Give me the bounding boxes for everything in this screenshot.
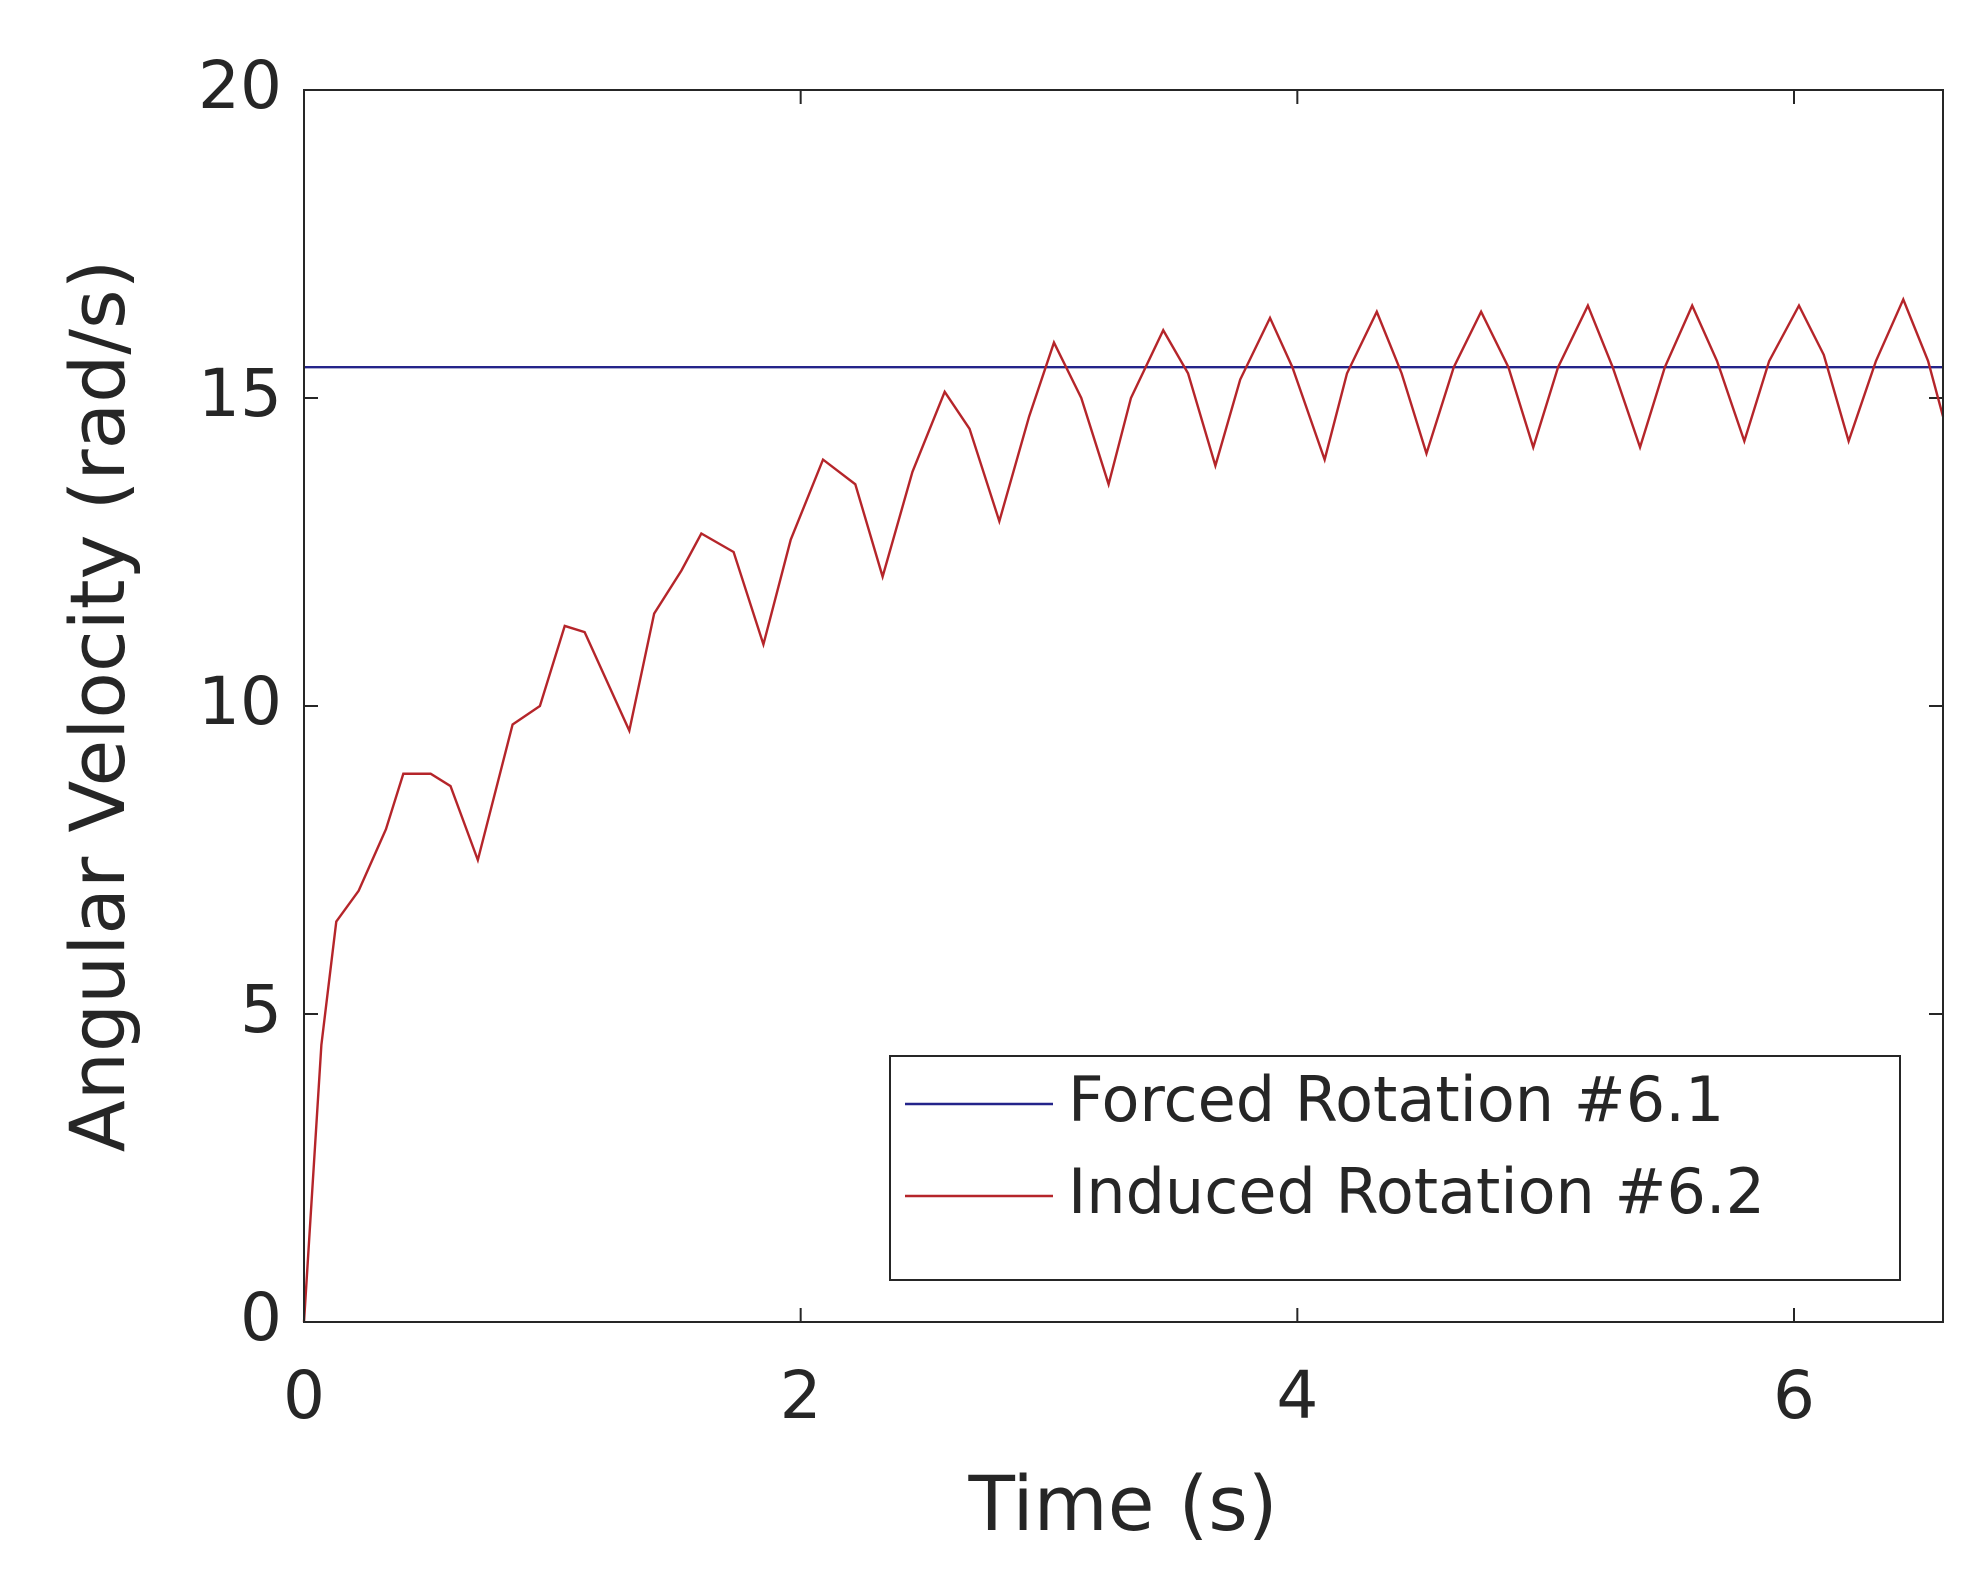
- y-axis-label: Angular Velocity (rad/s): [53, 260, 142, 1153]
- y-tick-label: 20: [198, 47, 282, 124]
- y-tick-label: 0: [240, 1279, 282, 1356]
- legend-label: Induced Rotation #6.2: [1068, 1155, 1765, 1228]
- x-tick-label: 6: [1773, 1357, 1815, 1434]
- x-tick-label: 4: [1276, 1357, 1318, 1434]
- y-tick-label: 5: [240, 971, 282, 1048]
- y-tick-label: 15: [198, 355, 282, 432]
- x-tick-label: 0: [283, 1357, 325, 1434]
- legend-label: Forced Rotation #6.1: [1068, 1063, 1724, 1136]
- line-series: [302, 296, 1945, 1323]
- y-tick-label: 10: [198, 663, 282, 740]
- plot-frame: [303, 89, 1944, 1323]
- x-axis-label: Time (s): [967, 1459, 1277, 1548]
- legend-box: [889, 1055, 1901, 1281]
- x-tick-label: 2: [780, 1357, 822, 1434]
